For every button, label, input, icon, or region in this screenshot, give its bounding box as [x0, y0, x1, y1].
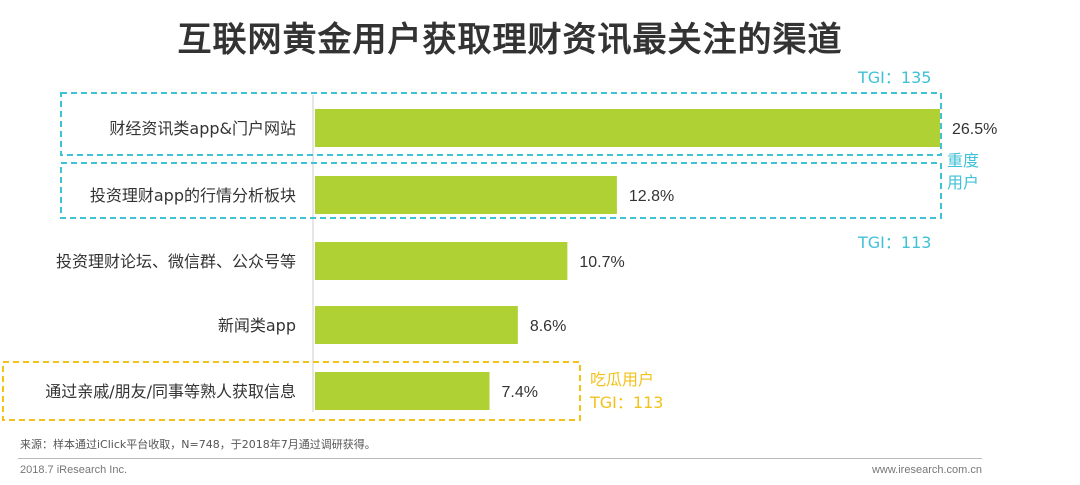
value-label: 26.5%	[952, 121, 997, 138]
tgi-label: TGI：113	[857, 233, 931, 252]
heavy-user-box	[60, 92, 942, 156]
bar	[315, 242, 568, 280]
category-label: 投资理财论坛、微信群、公众号等	[56, 252, 296, 271]
value-label: 7.4%	[502, 384, 538, 401]
value-label: 10.7%	[579, 254, 624, 271]
tgi-label: TGI：113	[589, 393, 663, 412]
value-label: 12.8%	[629, 188, 674, 205]
bar	[315, 306, 518, 344]
category-label: 通过亲戚/朋友/同事等熟人获取信息	[45, 382, 296, 401]
casual-user-label: 吃瓜用户	[590, 370, 654, 389]
bar	[315, 109, 940, 147]
category-label: 新闻类app	[218, 316, 296, 335]
category-label: 财经资讯类app&门户网站	[109, 119, 296, 138]
website-text: www.iresearch.com.cn	[871, 464, 982, 476]
footer-divider	[18, 458, 982, 459]
heavy-user-box	[60, 162, 942, 219]
tgi-label: TGI：135	[857, 68, 931, 87]
bar	[315, 372, 490, 410]
chart-title: 互联网黄金用户获取理财资讯最关注的渠道	[177, 20, 843, 60]
source-note: 来源：样本通过iClick平台收取，N=748，于2018年7月通过调研获得。	[20, 438, 376, 451]
bar	[315, 176, 617, 214]
category-label: 投资理财app的行情分析板块	[90, 186, 296, 205]
copyright-text: 2018.7 iResearch Inc.	[20, 464, 128, 476]
heavy-user-label: 用户	[947, 173, 979, 192]
heavy-user-label: 重度	[947, 151, 979, 170]
value-label: 8.6%	[530, 318, 566, 335]
casual-user-box	[2, 361, 581, 421]
